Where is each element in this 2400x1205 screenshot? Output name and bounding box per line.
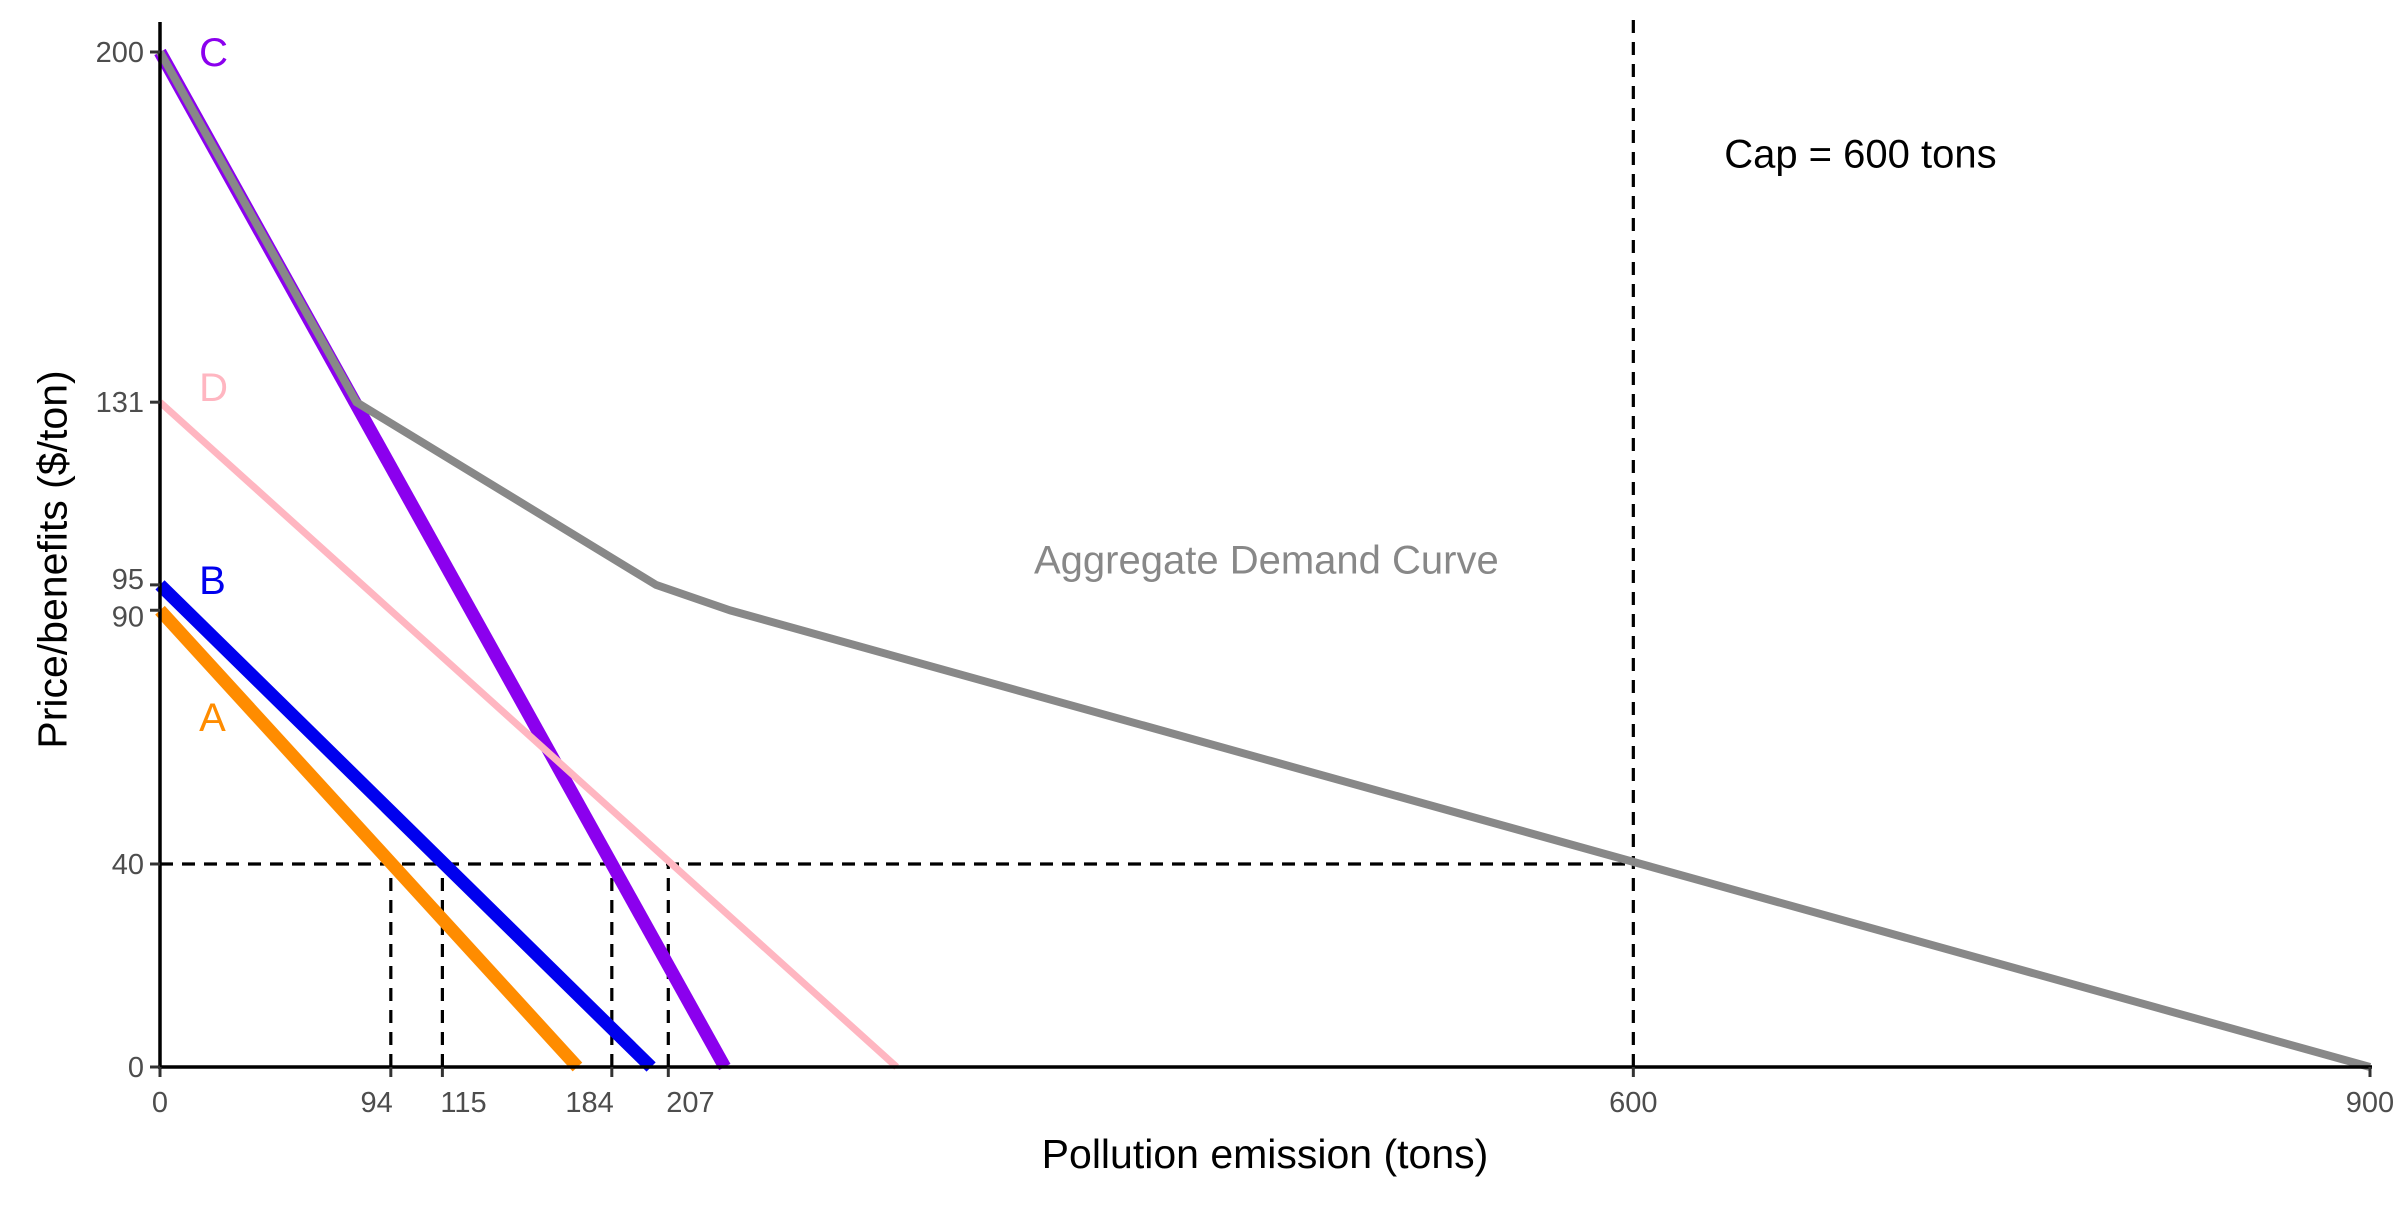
annotations: Cap = 600 tons: [1724, 133, 1996, 177]
series-labels: C D B A Aggregate Demand Curve: [199, 31, 1499, 740]
series-line-aggregate-demand-curve: [156, 50, 2372, 1071]
y-tick-label-200: 200: [96, 37, 144, 69]
y-tick-label-131: 131: [96, 387, 144, 419]
x-tick-label-94: 94: [361, 1087, 393, 1119]
x-tick-label-900: 900: [2346, 1087, 2394, 1119]
x-tick-label-184: 184: [565, 1087, 613, 1119]
x-tick-label-207: 207: [666, 1087, 714, 1119]
x-tick-label-0: 0: [152, 1087, 168, 1119]
x-tick-label-600: 600: [1609, 1087, 1657, 1119]
series-label-d: D: [199, 366, 228, 410]
axis-ticks: 0 94 115 184 207 600 900 0 40 90 95 131 200: [96, 37, 2395, 1119]
series-line-b: [155, 580, 656, 1072]
y-tick-label-90: 90: [112, 601, 144, 633]
axes: [158, 22, 2372, 1069]
y-tick-label-95: 95: [112, 564, 144, 596]
y-tick-label-0: 0: [128, 1052, 144, 1084]
series-label-aggregate-demand-curve: Aggregate Demand Curve: [1034, 539, 1499, 583]
y-axis-title: Price/benefits ($/ton): [29, 370, 75, 748]
series-line-a: [155, 605, 583, 1072]
series-label-c: C: [199, 31, 228, 75]
annotation-cap: Cap = 600 tons: [1724, 133, 1996, 177]
x-axis-title: Pollution emission (tons): [1042, 1131, 1489, 1177]
x-tick-label-115: 115: [440, 1087, 486, 1119]
series-line-d: [157, 399, 900, 1070]
series-label-a: A: [199, 696, 226, 740]
y-tick-label-40: 40: [112, 849, 144, 881]
series-label-b: B: [199, 559, 226, 603]
series-lines: [154, 48, 2372, 1072]
